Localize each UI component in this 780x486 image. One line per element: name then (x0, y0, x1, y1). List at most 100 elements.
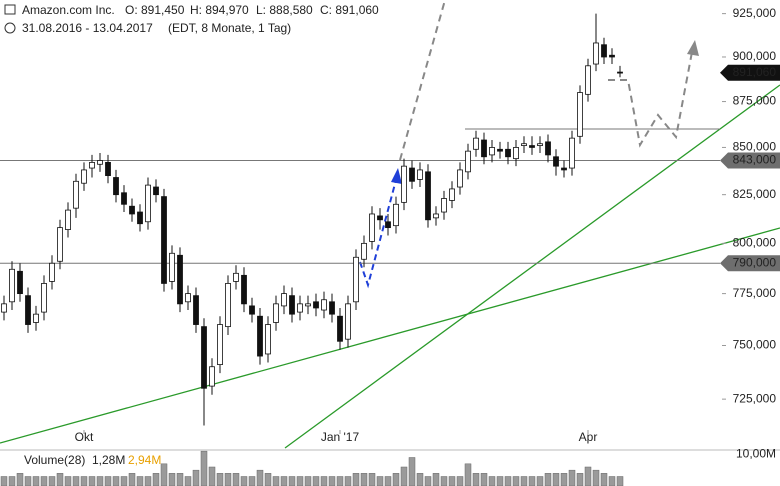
volume-bar (344, 476, 352, 486)
candle-body (385, 221, 391, 229)
volume-bar (440, 476, 448, 486)
candle-body (593, 42, 599, 65)
candle-body (153, 186, 159, 196)
volume-bar (256, 469, 264, 486)
candle-body (65, 209, 71, 230)
candle-body (257, 315, 263, 357)
candle-body (121, 192, 127, 205)
volume-bar (160, 463, 168, 486)
volume-title: Volume(28) (24, 453, 85, 467)
candle-body (585, 65, 591, 95)
candle-body (161, 196, 167, 284)
candle-body (89, 161, 95, 169)
candle-body (329, 301, 335, 315)
candle-body (577, 92, 583, 137)
volume-bar (296, 476, 304, 486)
volume-bar (352, 473, 360, 486)
volume-bar (88, 476, 96, 486)
volume-bar (320, 476, 328, 486)
volume-bar (152, 473, 160, 486)
candle-body (41, 283, 47, 313)
volume-bar (208, 466, 216, 486)
volume-bar (112, 476, 120, 486)
volume-bar (80, 476, 88, 486)
candle-body (81, 169, 87, 184)
volume-bar (216, 473, 224, 486)
ohlc-label: C: 891,060 (320, 3, 379, 17)
volume-bar (272, 476, 280, 486)
candle-body (1, 303, 7, 313)
volume-bar (136, 476, 144, 486)
volume-bar (192, 469, 200, 486)
volume-bar (376, 476, 384, 486)
volume-bar (384, 476, 392, 486)
volume-bar (328, 476, 336, 486)
candle-body (265, 324, 271, 355)
candle-body (289, 295, 295, 315)
volume-bar (488, 476, 496, 486)
volume-bar (336, 476, 344, 486)
candle-body (185, 293, 191, 303)
volume-bar (104, 476, 112, 486)
volume-bar (408, 457, 416, 486)
volume-bar (360, 473, 368, 486)
volume-bar (64, 476, 72, 486)
candle-body (249, 305, 255, 315)
volume-bar (536, 476, 544, 486)
candle-body (73, 180, 79, 209)
volume-bar (56, 473, 64, 486)
volume-bar (224, 473, 232, 486)
volume-bar (40, 476, 48, 486)
volume-bar (472, 473, 480, 486)
candle-body (409, 167, 415, 182)
volume-bar (448, 476, 456, 486)
candle-body (601, 44, 607, 58)
y-tick-label: 900,000 (733, 49, 777, 63)
y-tick-label: 775,000 (733, 286, 777, 300)
candle-body (561, 167, 567, 171)
period: (EDT, 8 Monate, 1 Tag) (168, 21, 291, 35)
candle-body (457, 169, 463, 188)
volume-bar (544, 473, 552, 486)
volume-bar (568, 469, 576, 486)
volume-bar (400, 466, 408, 486)
candle-body (233, 272, 239, 282)
volume-bar (168, 473, 176, 486)
volume-bar (184, 476, 192, 486)
candle-body (25, 295, 31, 325)
volume-bar (456, 476, 464, 486)
candle-body (345, 303, 351, 340)
candle-body (129, 205, 135, 215)
volume-bar (424, 476, 432, 486)
volume-bar (176, 473, 184, 486)
volume-bar (16, 473, 24, 486)
last-price-label: 891,060 (733, 65, 777, 79)
volume-bar (504, 476, 512, 486)
candle-body (217, 324, 223, 366)
ohlc-label: O: 891,450 (125, 3, 185, 17)
date-range: 31.08.2016 - 13.04.2017 (22, 21, 153, 35)
candle-body (393, 203, 399, 227)
volume-bar (120, 476, 128, 486)
candle-body (201, 326, 207, 389)
volume-bar (552, 473, 560, 486)
volume-bar (200, 450, 208, 486)
volume-bar (248, 476, 256, 486)
candle-body (193, 295, 199, 325)
volume-bar (392, 473, 400, 486)
volume-bar (608, 476, 616, 486)
ohlc-label: H: 894,970 (190, 3, 249, 17)
candle-body (49, 262, 55, 282)
volume-bar (616, 476, 624, 486)
candle-body (225, 283, 231, 328)
x-tick-label: Apr (579, 430, 598, 444)
volume-bar (304, 476, 312, 486)
candle-body (489, 147, 495, 156)
x-tick-label: Jan '17 (321, 430, 360, 444)
candle-body (425, 171, 431, 221)
candle-body (401, 165, 407, 203)
volume-bar (584, 466, 592, 486)
y-tick-label: 800,000 (733, 236, 777, 250)
last-price-tag (720, 64, 780, 81)
price-tag-label: 790,000 (733, 255, 777, 269)
